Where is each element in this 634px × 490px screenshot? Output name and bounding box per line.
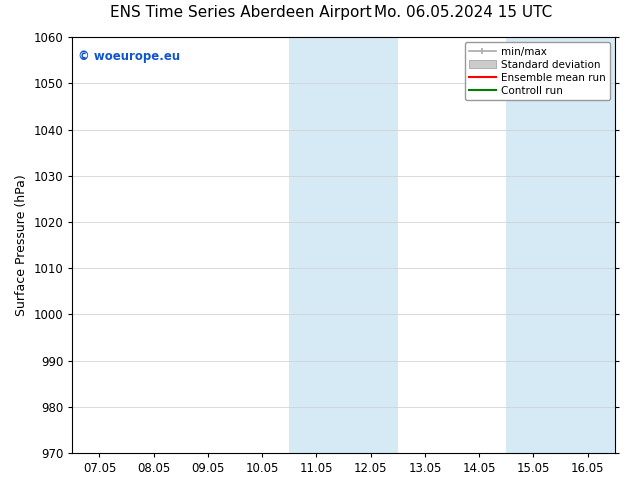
Text: © woeurope.eu: © woeurope.eu (78, 49, 180, 63)
Text: Mo. 06.05.2024 15 UTC: Mo. 06.05.2024 15 UTC (373, 5, 552, 20)
Bar (289, 37, 398, 453)
Bar (507, 37, 615, 453)
Legend: min/max, Standard deviation, Ensemble mean run, Controll run: min/max, Standard deviation, Ensemble me… (465, 42, 610, 100)
Y-axis label: Surface Pressure (hPa): Surface Pressure (hPa) (15, 174, 28, 316)
Text: ENS Time Series Aberdeen Airport: ENS Time Series Aberdeen Airport (110, 5, 372, 20)
